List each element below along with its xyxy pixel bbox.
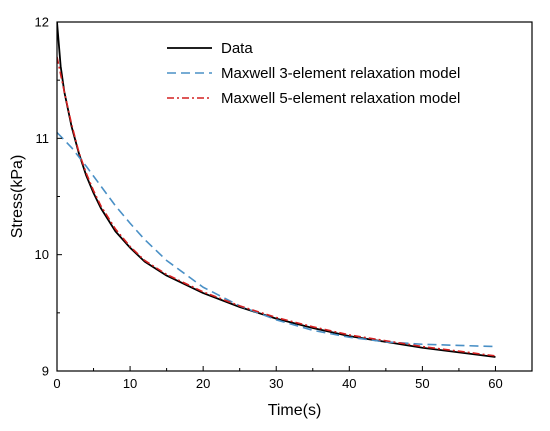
y-tick-label: 10	[35, 247, 49, 262]
x-tick-label: 20	[196, 376, 210, 391]
y-tick-label: 11	[36, 131, 50, 146]
axes: 0 10 20 30 40 50 60 9 10 11 12	[35, 15, 533, 391]
series-line-2	[57, 131, 496, 348]
x-axis-title: Time(s)	[268, 402, 322, 419]
legend-label-1: Data	[221, 40, 253, 57]
x-tick-label: 30	[269, 376, 283, 391]
x-tick-label: 0	[53, 376, 60, 391]
x-tick-label: 50	[415, 376, 429, 391]
y-axis-title: Stress(kPa)	[9, 155, 26, 239]
x-tick-label: 40	[342, 376, 356, 391]
y-tick-label: 9	[42, 364, 49, 379]
plot-area	[57, 22, 496, 358]
legend-label-3: Maxwell 5-element relaxation model	[221, 90, 460, 107]
series-line-3	[57, 56, 496, 357]
x-tick-label: 60	[488, 376, 502, 391]
legend: Data Maxwell 3-element relaxation model Ma…	[167, 40, 460, 107]
x-tick-label: 10	[123, 376, 137, 391]
y-tick-label: 12	[35, 15, 49, 30]
legend-label-2: Maxwell 3-element relaxation model	[221, 65, 460, 82]
